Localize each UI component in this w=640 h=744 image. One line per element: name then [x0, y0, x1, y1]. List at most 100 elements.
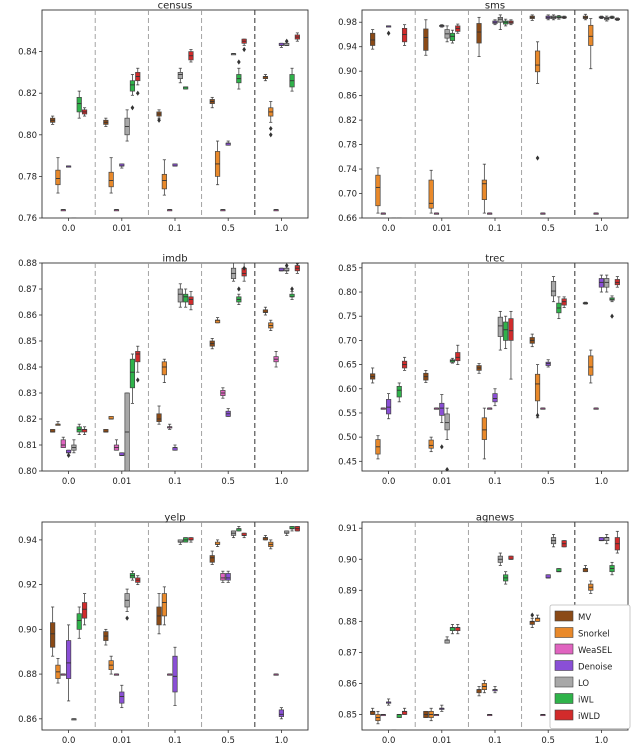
y-tick-label: 0.75: [338, 312, 357, 322]
chart-title: census: [158, 1, 193, 12]
box-body: [135, 351, 141, 363]
box-body: [375, 174, 381, 207]
box-iwld-1.0: [614, 530, 620, 554]
box-denoise-0.1: [172, 444, 178, 451]
x-tick-label: 0.01: [432, 736, 451, 744]
x-tick-label: 0.5: [541, 477, 555, 487]
y-tick-label: 0.50: [338, 433, 357, 443]
plot-area: [50, 32, 300, 218]
y-tick-label: 0.78: [338, 141, 357, 151]
box-lo-0.1: [497, 14, 503, 30]
box-iwl-0.0: [76, 423, 82, 436]
outlier-point: [610, 313, 614, 319]
plot-area: [50, 526, 300, 721]
box-lo-1.0: [604, 15, 610, 22]
box-body: [492, 393, 498, 403]
outlier-point: [290, 286, 294, 292]
box-snorkel-0.5: [214, 317, 221, 324]
box-iwl-0.0: [76, 90, 82, 119]
x-tick-label: 1.0: [595, 224, 609, 234]
box-iwl-0.1: [183, 537, 189, 543]
box-denoise-0.1: [492, 19, 498, 26]
box-snorkel-1.0: [268, 319, 274, 332]
outlier-point: [386, 30, 391, 36]
outlier-point: [530, 612, 535, 618]
box-mv-0.1: [156, 109, 162, 123]
box-body: [455, 627, 461, 632]
y-tick-label: 0.81: [18, 441, 37, 451]
box-body: [508, 318, 514, 341]
box-weasel-0.01: [433, 714, 440, 717]
box-snorkel-1.0: [588, 349, 594, 384]
y-tick-label: 0.65: [338, 361, 357, 371]
box-snorkel-0.0: [55, 421, 61, 426]
box-denoise-0.5: [225, 140, 231, 146]
legend-label-weasel: WeaSEL: [578, 646, 612, 656]
outlier-point: [130, 105, 135, 111]
box-body: [76, 613, 82, 630]
outlier-point: [268, 132, 273, 138]
box-mv-0.0: [50, 606, 56, 657]
box-iwld-0.1: [188, 291, 194, 311]
box-weasel-0.0: [60, 436, 66, 449]
box-lo-0.01: [444, 25, 450, 43]
box-iwld-1.0: [294, 526, 300, 532]
outlier-point: [284, 263, 289, 269]
box-body: [129, 358, 136, 389]
box-weasel-0.5: [540, 407, 546, 410]
box-mv-0.01: [423, 710, 429, 718]
box-iwl-1.0: [289, 526, 295, 532]
box-snorkel-0.01: [428, 707, 434, 722]
box-snorkel-0.5: [214, 539, 221, 548]
x-tick-label: 0.01: [112, 224, 131, 234]
panel-frame: [41, 9, 309, 219]
box-snorkel-0.1: [481, 679, 487, 694]
box-iwl-0.0: [396, 714, 402, 718]
box-weasel-1.0: [273, 209, 279, 212]
box-snorkel-0.1: [481, 407, 487, 460]
box-iwld-0.1: [188, 537, 194, 543]
box-denoise-0.5: [545, 574, 551, 579]
box-weasel-0.01: [113, 439, 120, 451]
y-tick-label: 0.80: [18, 131, 37, 141]
legend-label-iwl: iWL: [578, 696, 594, 706]
box-snorkel-0.0: [55, 157, 61, 194]
legend-swatch-weasel: [554, 643, 574, 655]
box-iwl-0.01: [449, 29, 456, 44]
box-iwld-0.0: [401, 24, 408, 46]
box-lo-0.5: [230, 53, 237, 56]
box-body: [156, 413, 162, 422]
outlier-point: [535, 155, 540, 161]
box-denoise-1.0: [278, 42, 284, 48]
box-iwl-0.5: [556, 568, 562, 573]
box-body: [481, 417, 487, 440]
box-mv-0.01: [103, 428, 109, 433]
x-tick-label: 0.1: [488, 477, 502, 487]
box-denoise-1.0: [598, 537, 604, 542]
x-tick-label: 0.5: [541, 736, 555, 744]
y-tick-label: 0.83: [18, 389, 37, 399]
y-tick-label: 0.90: [338, 555, 357, 565]
box-weasel-0.1: [167, 209, 173, 212]
box-weasel-0.5: [220, 209, 226, 212]
box-lo-0.5: [550, 276, 557, 303]
x-tick-label: 0.0: [382, 224, 396, 234]
box-body: [588, 355, 594, 376]
outlier-point: [535, 412, 540, 418]
box-weasel-0.1: [167, 673, 173, 676]
y-tick-label: 0.92: [18, 581, 37, 591]
x-tick-label: 1.0: [275, 736, 289, 744]
y-tick-label: 0.74: [338, 165, 357, 175]
box-body: [534, 50, 541, 73]
box-iwld-0.5: [241, 532, 247, 539]
y-tick-label: 0.98: [338, 18, 357, 28]
box-weasel-0.01: [433, 212, 440, 215]
box-body: [455, 352, 461, 362]
box-lo-0.5: [230, 530, 237, 539]
y-tick-label: 0.82: [18, 89, 37, 99]
box-lo-0.0: [71, 439, 77, 454]
box-mv-1.0: [582, 565, 589, 573]
legend-swatch-denoise: [554, 660, 574, 671]
box-body: [444, 639, 450, 644]
box-iwl-0.0: [396, 382, 402, 403]
